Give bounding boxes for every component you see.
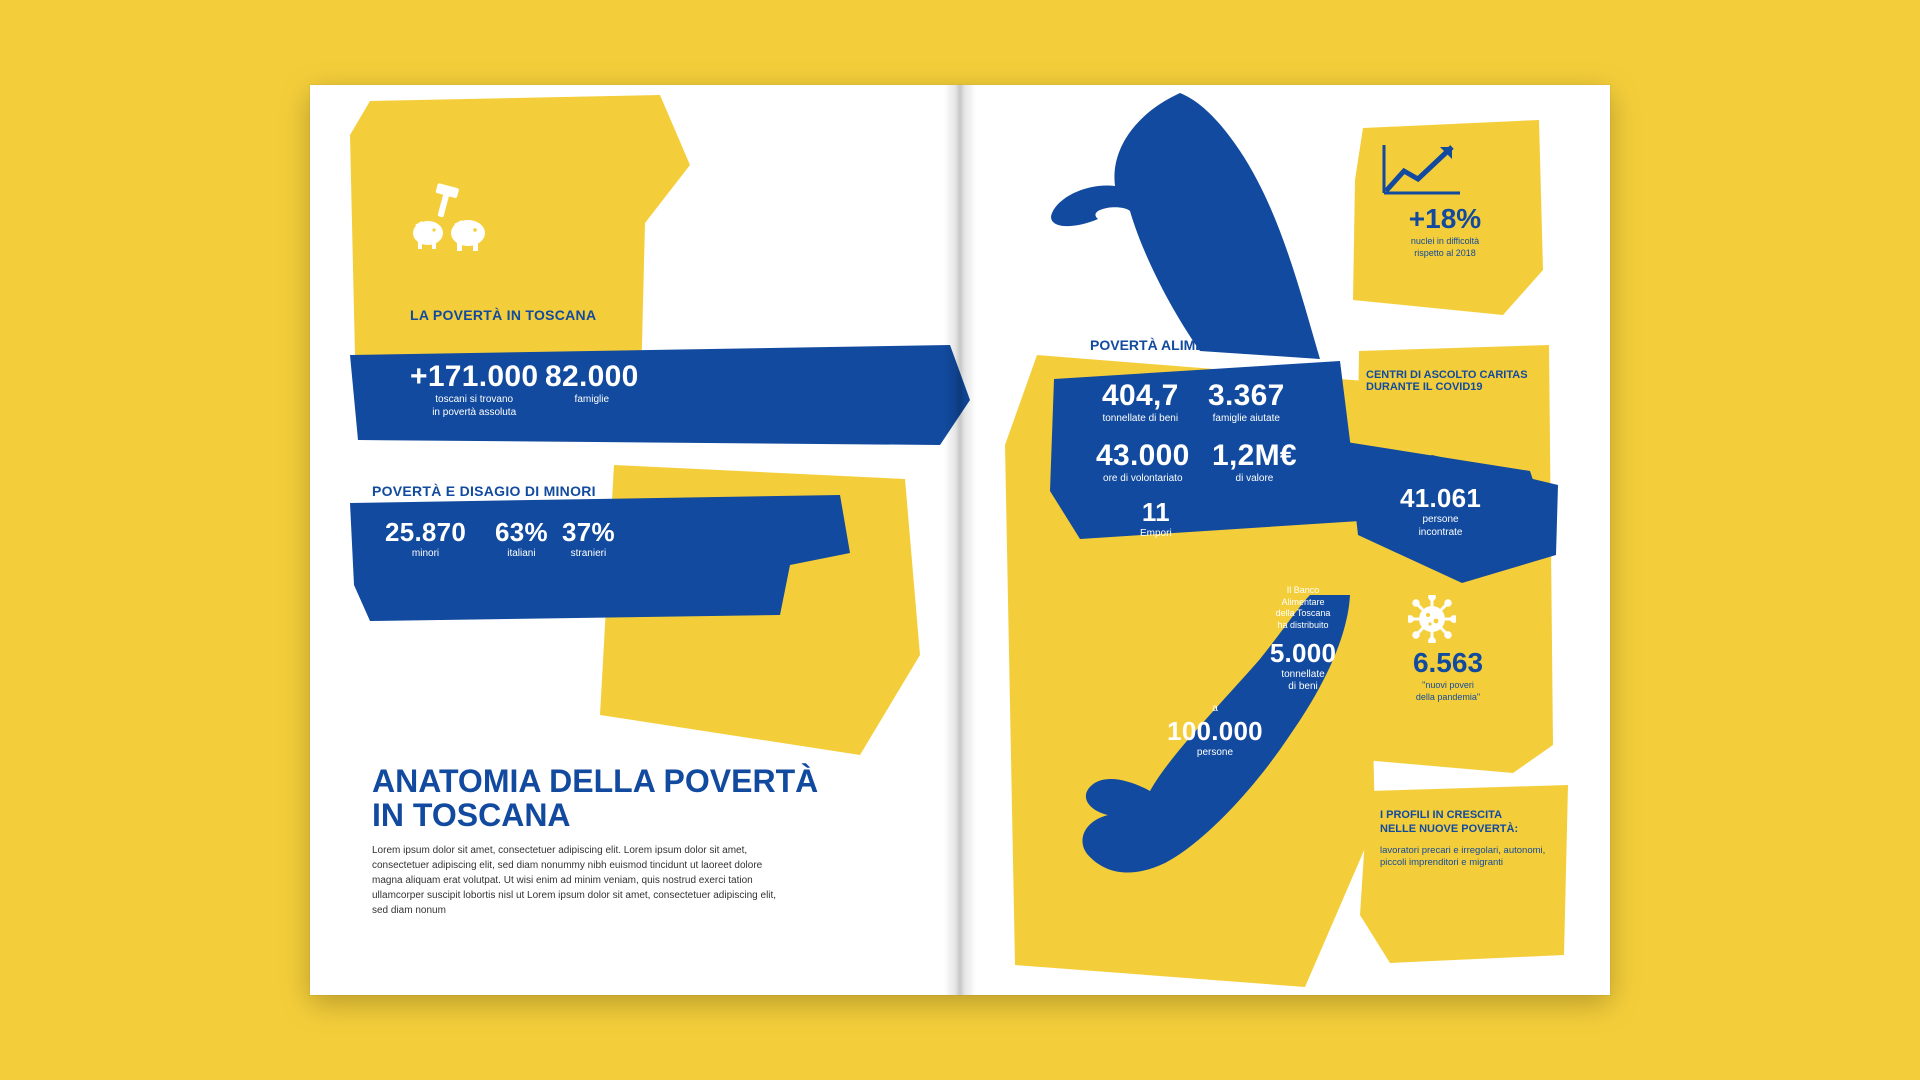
stat-toscani-value: +171.000 — [410, 360, 538, 394]
headline: ANATOMIA DELLA POVERTÀ IN TOSCANA — [372, 765, 818, 832]
stat-famiglie-value: 82.000 — [545, 360, 639, 394]
stat-valore-sub: di valore — [1236, 473, 1274, 486]
stat-tonnellate: 404,7 tonnellate di beni — [1102, 379, 1179, 426]
stat-valore: 1,2M€ di valore — [1212, 439, 1297, 486]
profili-block: I PROFILI IN CRESCITA NELLE NUOVE POVERT… — [1380, 809, 1560, 870]
trend-arrow-icon — [1382, 141, 1462, 201]
stat-italiani-value: 63% — [495, 517, 548, 548]
stat-famiglie-aiutate: 3.367 famiglie aiutate — [1208, 379, 1285, 426]
profili-title: I PROFILI IN CRESCITA NELLE NUOVE POVERT… — [1380, 809, 1560, 837]
stat-empori: 11 Empori — [1140, 497, 1172, 541]
banco-block: Il Banco Alimentare della Toscana ha dis… — [1248, 585, 1358, 694]
stat-minori-value: 25.870 — [385, 517, 466, 548]
stat-stranieri: 37% stranieri — [562, 517, 615, 561]
banco-val1: 5.000 — [1248, 638, 1358, 669]
stat-famiglie: 82.000 famiglie — [545, 360, 639, 407]
stat-famiglie-sub: famiglie — [575, 394, 609, 407]
profili-body: lavoratori precari e irregolari, autonom… — [1380, 845, 1560, 871]
stat-toscani: +171.000 toscani si trovano in povertà a… — [410, 360, 538, 419]
page-gutter — [944, 85, 976, 995]
section2-title: POVERTÀ E DISAGIO DI MINORI — [372, 483, 596, 499]
caritas-title: CENTRI DI ASCOLTO CARITAS DURANTE IL COV… — [1366, 369, 1528, 393]
banco-sub1: tonnellate di beni — [1248, 669, 1358, 694]
banco-val2: 100.000 — [1150, 716, 1280, 747]
stat-persone-incontrate: 41.061 persone incontrate — [1400, 483, 1481, 539]
banco-sub2: persone — [1150, 747, 1280, 760]
stat-nuovi-poveri-sub: "nuovi poveri della pandemia" — [1416, 679, 1480, 703]
stat-persone-sub: persone incontrate — [1419, 514, 1463, 539]
stat-minori-sub: minori — [412, 548, 439, 561]
stat-empori-value: 11 — [1142, 497, 1170, 528]
stat-famiglie-aiutate-sub: famiglie aiutate — [1213, 413, 1280, 426]
stat-tonnellate-value: 404,7 — [1102, 379, 1179, 413]
stat-nuovi-poveri: 6.563 "nuovi poveri della pandemia" — [1378, 647, 1518, 703]
trend-sub: nuclei in difficoltà rispetto al 2018 — [1411, 235, 1479, 259]
stat-famiglie-aiutate-value: 3.367 — [1208, 379, 1285, 413]
trend-value: +18% — [1409, 203, 1481, 235]
stat-volontariato-sub: ore di volontariato — [1103, 473, 1183, 486]
body-text: Lorem ipsum dolor sit amet, consectetuer… — [372, 843, 782, 918]
banco-intro: Il Banco Alimentare della Toscana ha dis… — [1248, 585, 1358, 632]
stat-minori: 25.870 minori — [385, 517, 466, 561]
alimentare-title: POVERTÀ ALIMENTARE — [1090, 337, 1252, 353]
banco-block2: a 100.000 persone — [1150, 703, 1280, 759]
stat-empori-sub: Empori — [1140, 528, 1172, 541]
virus-icon — [1408, 595, 1456, 648]
stat-nuovi-poveri-value: 6.563 — [1413, 647, 1483, 679]
stat-stranieri-value: 37% — [562, 517, 615, 548]
stat-italiani: 63% italiani — [495, 517, 548, 561]
banco-mid: a — [1150, 703, 1280, 716]
hammer-piggy-icons — [410, 183, 500, 258]
book-spread: LA POVERTÀ IN TOSCANA +171.000 toscani s… — [310, 85, 1610, 995]
trend-stat: +18% nuclei in difficoltà rispetto al 20… — [1370, 203, 1520, 259]
caritas-title-l1: CENTRI DI ASCOLTO CARITAS — [1366, 369, 1528, 381]
stat-volontariato: 43.000 ore di volontariato — [1096, 439, 1190, 486]
stat-stranieri-sub: stranieri — [571, 548, 607, 561]
stat-persone-value: 41.061 — [1400, 483, 1481, 514]
caritas-title-l2: DURANTE IL COVID19 — [1366, 381, 1528, 393]
stat-tonnellate-sub: tonnellate di beni — [1102, 413, 1178, 426]
headline-line2: IN TOSCANA — [372, 799, 818, 833]
section1-title: LA POVERTÀ IN TOSCANA — [410, 307, 596, 323]
stat-toscani-sub: toscani si trovano in povertà assoluta — [432, 394, 516, 419]
stat-italiani-sub: italiani — [507, 548, 535, 561]
headline-line1: ANATOMIA DELLA POVERTÀ — [372, 765, 818, 799]
stat-valore-value: 1,2M€ — [1212, 439, 1297, 473]
stat-volontariato-value: 43.000 — [1096, 439, 1190, 473]
